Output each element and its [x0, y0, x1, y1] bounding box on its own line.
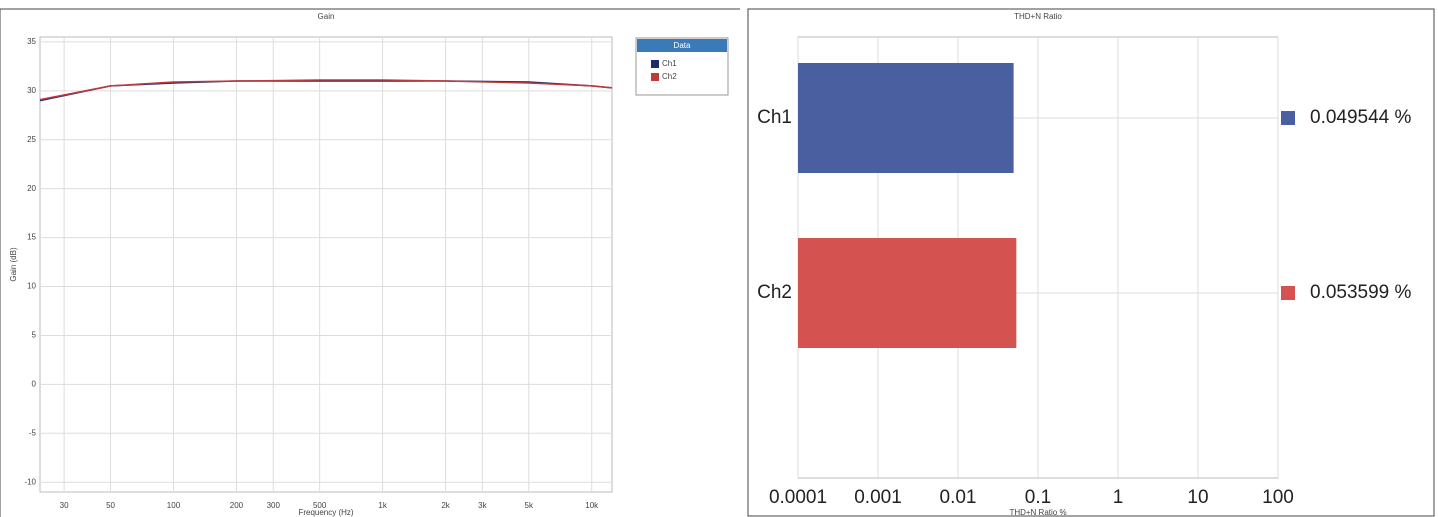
- chart-title: THD+N Ratio: [1014, 12, 1062, 21]
- y-tick-label: 20: [27, 184, 36, 193]
- value-label: 0.053599 %: [1310, 282, 1412, 303]
- y-axis-label: Gain (dB): [9, 247, 18, 282]
- x-tick-label: 0.01: [940, 487, 977, 508]
- x-tick-label: 1: [1113, 487, 1124, 508]
- x-tick-label: 0.001: [854, 487, 902, 508]
- legend-swatch: [651, 73, 659, 81]
- x-tick-label: 30: [60, 501, 69, 510]
- y-tick-label: -5: [29, 428, 37, 437]
- x-axis-label: Frequency (Hz): [298, 508, 353, 517]
- x-tick-label: 100: [1262, 487, 1294, 508]
- value-label: 0.049544 %: [1310, 107, 1412, 128]
- x-tick-label: 50: [106, 501, 115, 510]
- y-tick-label: 5: [32, 331, 37, 340]
- x-tick-label: 100: [167, 501, 181, 510]
- frame: [747, 8, 1435, 517]
- x-tick-label: 1k: [378, 501, 387, 510]
- y-tick-label: 35: [27, 37, 36, 46]
- x-tick-label: 2k: [441, 501, 450, 510]
- legend-swatch: [651, 60, 659, 68]
- x-axis-label: THD+N Ratio %: [1009, 508, 1066, 517]
- x-tick-label: 10: [1187, 487, 1208, 508]
- x-tick-label: 500: [313, 501, 327, 510]
- y-tick-label: 10: [27, 282, 36, 291]
- x-tick-label: 300: [267, 501, 281, 510]
- y-tick-label: 30: [27, 86, 36, 95]
- bar: [798, 238, 1017, 348]
- y-tick-label: 25: [27, 135, 36, 144]
- legend-swatch: [1281, 286, 1295, 300]
- bar: [798, 63, 1014, 173]
- y-tick-label: -10: [24, 477, 36, 486]
- x-tick-label: 3k: [478, 501, 487, 510]
- chart-title: Gain: [318, 12, 335, 21]
- x-tick-label: 0.0001: [769, 487, 827, 508]
- y-tick-label: Ch1: [757, 107, 792, 128]
- legend-swatch: [1281, 111, 1295, 125]
- legend-header: [637, 39, 727, 52]
- x-tick-label: 5k: [525, 501, 534, 510]
- y-tick-label: 15: [27, 233, 36, 242]
- plot-area: [39, 36, 613, 493]
- series-line: [39, 79, 613, 101]
- y-tick-label: Ch2: [757, 282, 792, 303]
- x-tick-label: 10k: [585, 501, 599, 510]
- legend-label: Ch1: [662, 59, 677, 68]
- legend-label: Ch2: [662, 72, 677, 81]
- x-tick-label: 200: [230, 501, 244, 510]
- x-tick-label: 0.1: [1025, 487, 1051, 508]
- y-tick-label: 0: [32, 379, 37, 388]
- legend-title: Data: [674, 41, 691, 50]
